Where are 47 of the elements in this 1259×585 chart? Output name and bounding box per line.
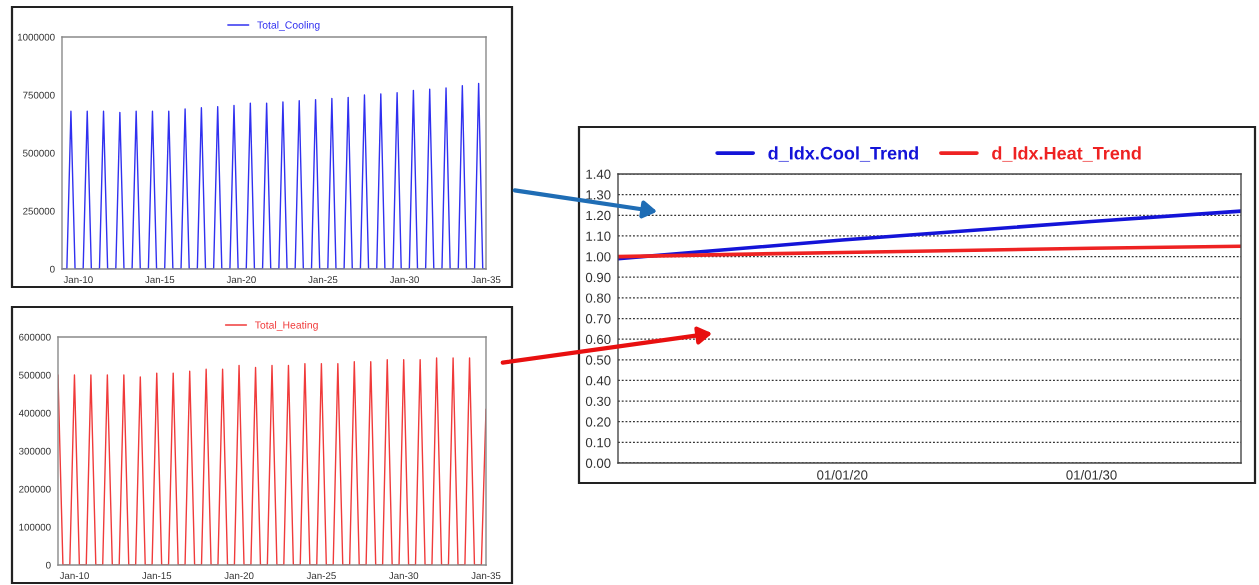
y-tick-label: 200000 xyxy=(19,485,51,493)
legend-label: d_Idx.Heat_Trend xyxy=(992,146,1141,162)
x-tick-label: 01/01/20 xyxy=(817,469,868,480)
y-tick-label: 0.30 xyxy=(585,396,611,406)
x-tick-label: Jan-30 xyxy=(389,276,419,284)
y-tick-label: 0.90 xyxy=(585,272,611,283)
y-tick-label: 0.10 xyxy=(585,437,611,448)
y-tick-label: 750000 xyxy=(23,91,55,99)
y-tick-label: 1.30 xyxy=(586,190,611,200)
x-tick-label: Jan-10 xyxy=(63,276,93,284)
x-tick-label: Jan-15 xyxy=(145,276,175,284)
y-tick-label: 0 xyxy=(46,561,51,569)
x-tick-label: Jan-35 xyxy=(471,572,501,580)
legend-label: Total_Cooling xyxy=(257,21,320,31)
x-tick-label: Jan-20 xyxy=(224,572,254,580)
y-tick-label: 100000 xyxy=(19,523,51,531)
y-tick-label: 0.70 xyxy=(585,314,611,324)
x-tick-label: Jan-10 xyxy=(59,572,89,580)
x-tick-label: Jan-20 xyxy=(226,276,256,284)
legend-label: Total_Heating xyxy=(254,321,318,331)
y-tick-label: 250000 xyxy=(23,207,55,215)
x-tick-label: Jan-30 xyxy=(388,572,419,580)
y-tick-label: 0.00 xyxy=(585,458,611,468)
y-tick-label: 1.20 xyxy=(586,210,611,221)
y-tick-label: 0.20 xyxy=(585,417,611,427)
y-tick-label: 600000 xyxy=(19,333,51,341)
y-tick-label: 0 xyxy=(50,265,55,273)
y-tick-label: 1.10 xyxy=(586,231,611,241)
x-tick-label: Jan-25 xyxy=(308,276,338,284)
y-tick-label: 1.00 xyxy=(586,252,611,262)
line-series xyxy=(618,244,1241,259)
x-tick-label: Jan-15 xyxy=(142,572,172,580)
y-tick-label: 0.80 xyxy=(585,293,611,303)
y-tick-label: 400000 xyxy=(18,409,51,417)
x-tick-label: Jan-25 xyxy=(306,572,336,580)
y-tick-label: 500000 xyxy=(19,371,51,379)
y-tick-label: 1000000 xyxy=(17,33,55,41)
legend-label: d_Idx.Cool_Trend xyxy=(768,146,918,162)
x-tick-label: Jan-35 xyxy=(471,276,501,284)
y-tick-label: 0.60 xyxy=(585,334,611,345)
y-tick-label: 1.40 xyxy=(586,169,611,179)
y-tick-label: 500000 xyxy=(23,149,55,157)
y-tick-label: 0.50 xyxy=(585,355,611,365)
line-series xyxy=(618,209,1241,261)
x-tick-label: 01/01/30 xyxy=(1066,469,1117,480)
y-tick-label: 300000 xyxy=(18,447,51,455)
y-tick-label: 0.40 xyxy=(585,376,611,386)
